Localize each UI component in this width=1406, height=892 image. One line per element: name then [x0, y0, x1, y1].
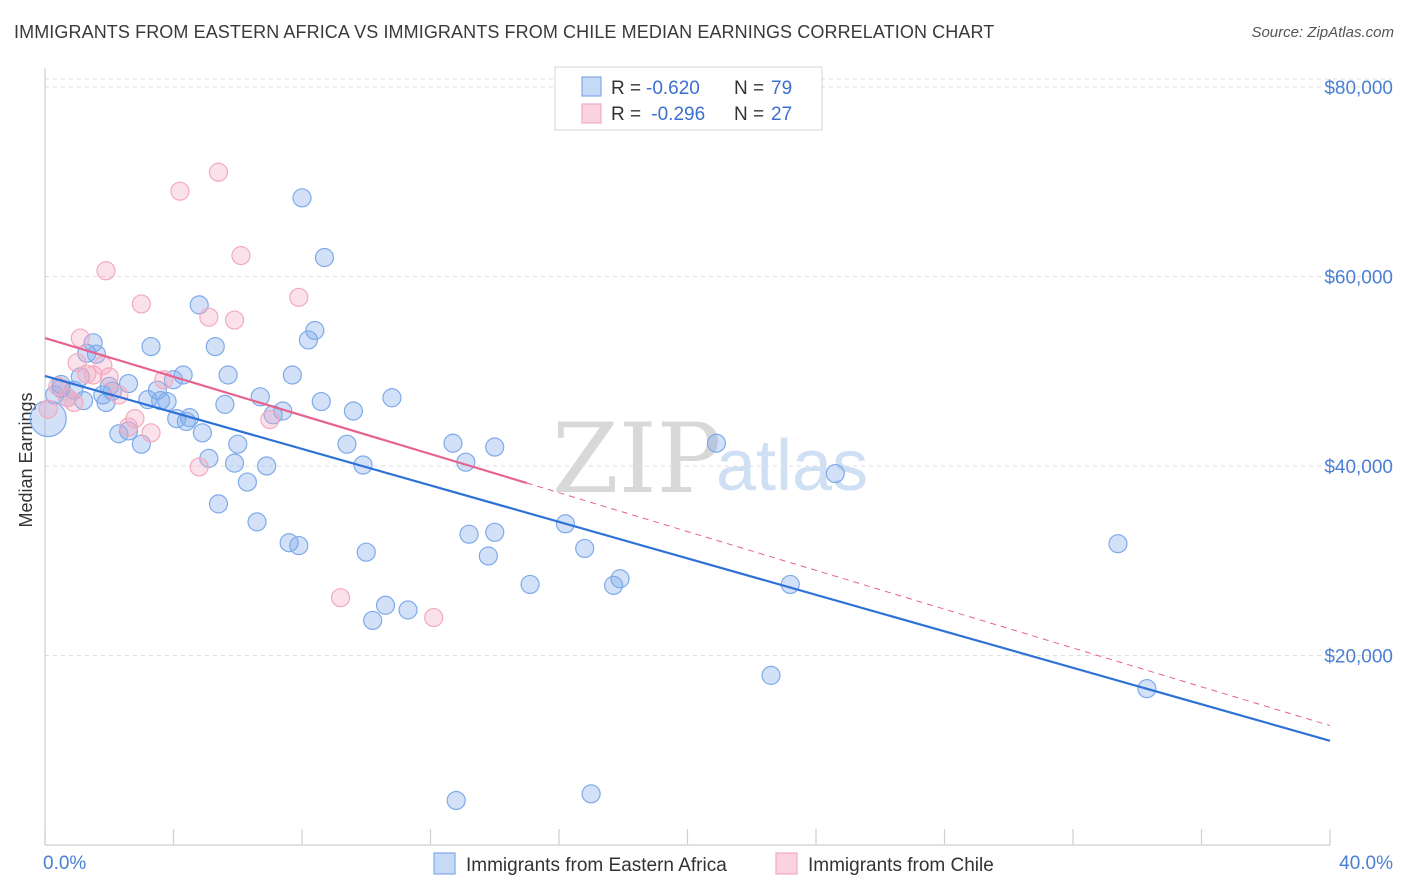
point-eastern-africa [581, 784, 601, 804]
point-chile [199, 307, 219, 327]
point-chile [224, 310, 245, 330]
bottom-legend-swatch-chile [775, 852, 798, 875]
point-chile [99, 367, 119, 387]
point-eastern-africa [353, 455, 373, 475]
point-eastern-africa [575, 538, 595, 559]
axes [44, 68, 1331, 846]
bottom-legend-label-chile: Immigrants from Chile [808, 855, 994, 876]
point-eastern-africa [478, 546, 498, 566]
x-tick-label-min: 0.0% [43, 853, 86, 874]
point-eastern-africa [443, 433, 463, 453]
legend-r-value-2: -0.296 [646, 104, 705, 125]
legend-r-label-2: R = [611, 104, 641, 125]
bottom-legend-label-eastern-africa: Immigrants from Eastern Africa [466, 855, 727, 876]
point-chile [289, 287, 309, 307]
point-chile [77, 364, 97, 384]
point-eastern-africa [485, 437, 505, 457]
correlation-legend: R = -0.620 N = 79 R = -0.296 N = 27 [554, 66, 823, 131]
trend-lines [44, 337, 1331, 742]
point-eastern-africa [173, 365, 193, 385]
point-eastern-africa [215, 394, 235, 414]
trend-line-chile [44, 337, 528, 485]
point-chile [70, 328, 90, 348]
point-eastern-africa [192, 423, 213, 443]
trend-line-chile-extrapolated [526, 482, 1331, 727]
legend-swatch-eastern-africa [581, 76, 602, 97]
point-eastern-africa [446, 790, 466, 811]
point-chile [170, 181, 190, 201]
point-chile [330, 588, 351, 608]
point-eastern-africa [337, 434, 357, 454]
point-eastern-africa [305, 320, 325, 341]
point-eastern-africa [228, 434, 248, 454]
point-eastern-africa [520, 574, 540, 595]
point-eastern-africa [343, 401, 363, 421]
point-chile [189, 457, 209, 477]
point-eastern-africa [73, 390, 94, 411]
point-chile [125, 408, 145, 429]
legend-r-label-1: R = [611, 78, 641, 99]
legend-r-value-1: -0.620 [646, 78, 700, 99]
data-points [29, 162, 1157, 811]
point-eastern-africa [761, 665, 781, 685]
point-eastern-africa [459, 524, 479, 544]
point-eastern-africa [485, 522, 505, 542]
point-eastern-africa [780, 574, 800, 595]
y-axis-label: Median Earnings [16, 392, 36, 527]
tick-labels: $20,000 $40,000 $60,000 $80,000 0.0% 40.0% [43, 78, 1393, 874]
legend-swatch-chile [581, 103, 602, 124]
y-tick-label: $20,000 [1324, 646, 1393, 667]
point-chile [231, 246, 251, 266]
point-eastern-africa [363, 610, 383, 631]
point-chile [208, 162, 229, 182]
point-eastern-africa [311, 391, 331, 412]
point-eastern-africa [224, 453, 245, 473]
series-legend: Immigrants from Eastern Africa Immigrant… [433, 852, 994, 876]
legend-n-label-2: N = [734, 104, 764, 125]
point-eastern-africa [610, 569, 630, 589]
point-eastern-africa [375, 595, 396, 615]
point-eastern-africa [706, 433, 727, 453]
watermark-zip: ZIP [552, 403, 721, 515]
x-tick-label-max: 40.0% [1339, 853, 1393, 874]
point-eastern-africa [205, 336, 225, 357]
point-chile [424, 607, 444, 628]
legend-n-label-1: N = [734, 78, 764, 99]
trend-line-eastern-africa [44, 374, 1331, 742]
chart-title: IMMIGRANTS FROM EASTERN AFRICA VS IMMIGR… [14, 22, 995, 42]
point-eastern-africa [257, 456, 277, 476]
point-eastern-africa [398, 600, 418, 620]
point-eastern-africa [314, 247, 335, 268]
y-tick-label: $40,000 [1324, 457, 1393, 478]
legend-n-value-2: 27 [771, 104, 792, 125]
point-eastern-africa [141, 336, 161, 357]
point-eastern-africa [825, 463, 845, 484]
legend-n-value-1: 79 [771, 78, 792, 99]
point-eastern-africa [247, 512, 267, 532]
point-chile [38, 399, 58, 419]
point-eastern-africa [356, 542, 376, 562]
point-eastern-africa [1108, 534, 1128, 554]
point-eastern-africa [382, 388, 402, 408]
point-eastern-africa [282, 365, 302, 385]
point-eastern-africa [218, 365, 238, 385]
y-tick-label: $80,000 [1324, 78, 1393, 99]
y-tick-label: $60,000 [1324, 267, 1393, 288]
gridlines [45, 78, 1392, 656]
point-eastern-africa [298, 330, 319, 350]
point-eastern-africa [237, 472, 257, 492]
point-chile [64, 392, 84, 413]
source-credit: Source: ZipAtlas.com [1251, 24, 1394, 41]
point-eastern-africa [289, 535, 309, 556]
point-eastern-africa [292, 188, 312, 208]
bottom-legend-swatch-eastern-africa [433, 852, 456, 875]
point-eastern-africa [208, 494, 229, 514]
point-chile [141, 423, 161, 443]
point-chile [131, 294, 151, 314]
point-chile [96, 261, 116, 281]
point-chile [260, 409, 280, 430]
